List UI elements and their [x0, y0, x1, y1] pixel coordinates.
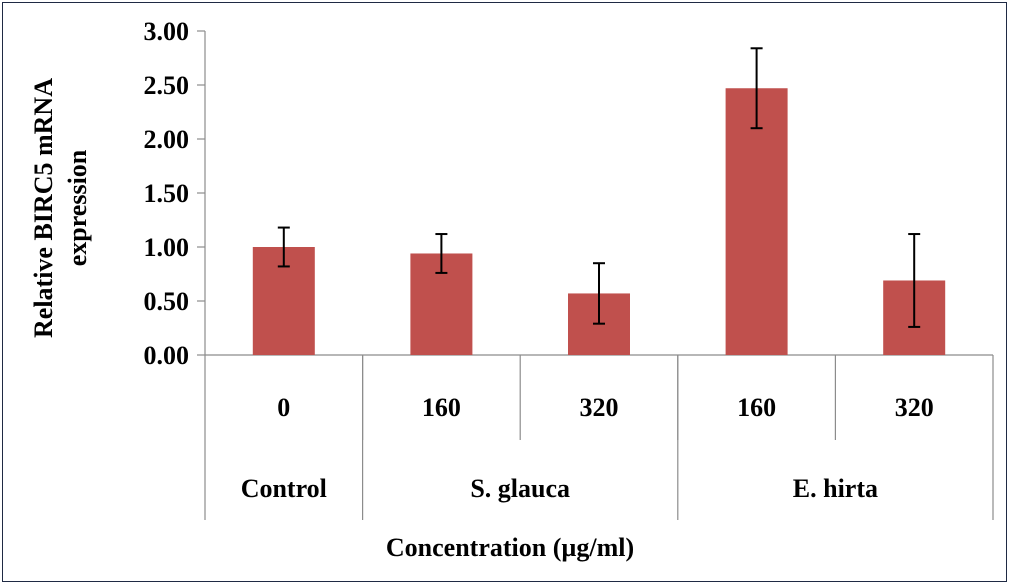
group-label: E. hirta — [793, 474, 878, 503]
group-label: S. glauca — [470, 474, 570, 503]
y-tick-label: 0.00 — [144, 341, 190, 370]
category-label: 160 — [422, 393, 461, 422]
y-tick-label: 0.50 — [144, 287, 190, 316]
y-tick-label: 2.00 — [144, 125, 190, 154]
y-axis-title-line2: expression — [63, 149, 92, 266]
y-tick-label: 3.00 — [144, 17, 190, 46]
y-tick-label: 1.50 — [144, 179, 190, 208]
group-label: Control — [241, 474, 327, 503]
category-label: 320 — [580, 393, 619, 422]
x-axis-title: Concentration (µg/ml) — [386, 533, 634, 562]
y-tick-label: 2.50 — [144, 71, 190, 100]
y-tick-label: 1.00 — [144, 233, 190, 262]
category-label: 160 — [737, 393, 776, 422]
y-axis-title-line1: Relative BIRC5 mRNA — [29, 78, 58, 338]
category-label: 320 — [895, 393, 934, 422]
category-label: 0 — [277, 393, 290, 422]
bar — [725, 88, 788, 356]
